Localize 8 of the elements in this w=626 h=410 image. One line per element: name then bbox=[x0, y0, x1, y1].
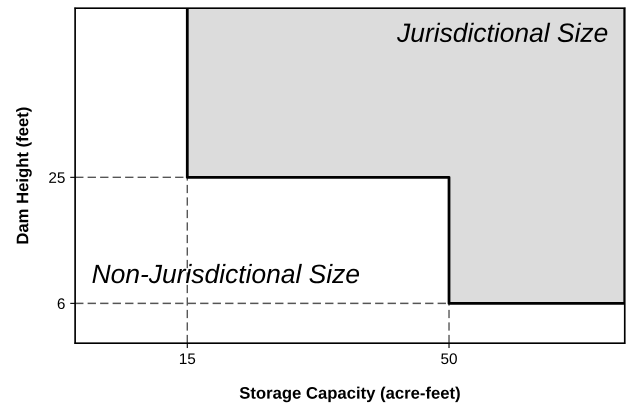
y-tick-label: 6 bbox=[58, 298, 65, 310]
x-tick-label: 50 bbox=[441, 353, 457, 364]
x-axis-title: Storage Capacity (acre-feet) bbox=[240, 386, 460, 402]
y-tick-label: 25 bbox=[49, 172, 65, 184]
y-axis-title: Dam Height (feet) bbox=[16, 108, 32, 244]
annotation: Jurisdictional Size bbox=[397, 22, 608, 42]
annotation: Non-Jurisdictional Size bbox=[92, 264, 360, 284]
x-tick-label: 15 bbox=[180, 353, 196, 364]
